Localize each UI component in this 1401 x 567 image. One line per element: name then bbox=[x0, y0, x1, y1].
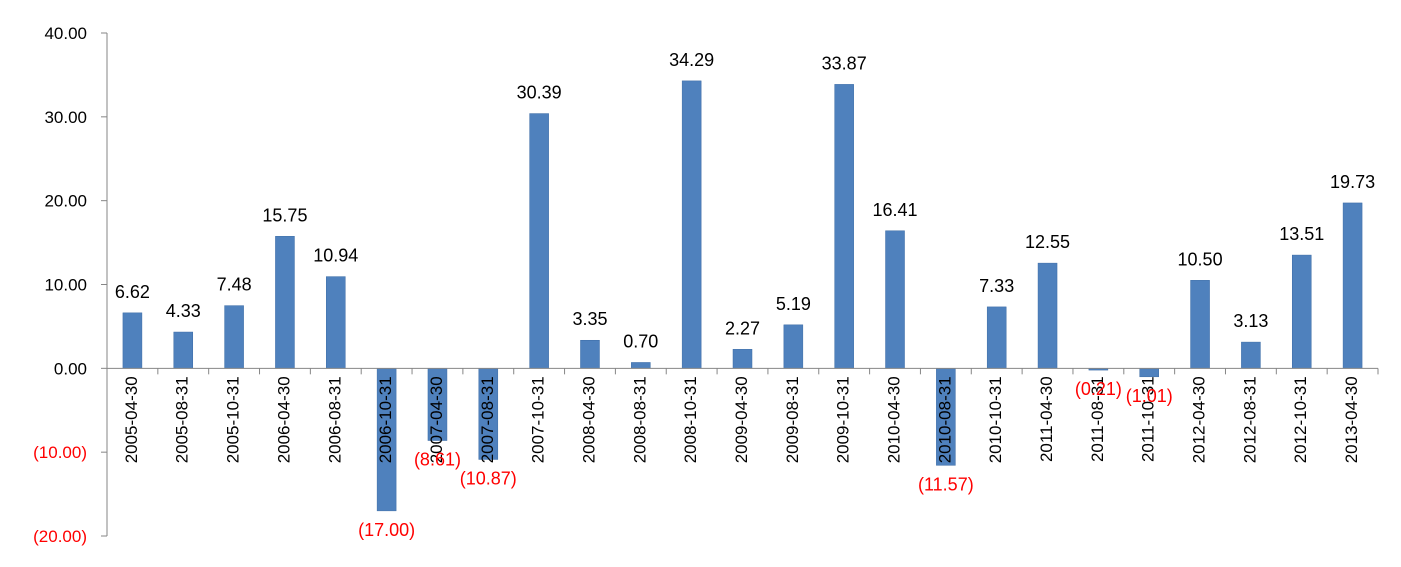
x-tick-label: 2005-04-30 bbox=[122, 376, 141, 463]
x-tick-label: 2010-08-31 bbox=[935, 376, 954, 463]
data-label: 34.29 bbox=[669, 50, 714, 70]
bar bbox=[529, 113, 549, 369]
data-label: 19.73 bbox=[1330, 172, 1375, 192]
data-label: 16.41 bbox=[872, 200, 917, 220]
bar bbox=[1139, 368, 1159, 378]
x-axis bbox=[106, 367, 1379, 375]
x-tick-label: 2011-04-30 bbox=[1037, 376, 1056, 462]
bar bbox=[783, 324, 804, 369]
x-tick-label: 2009-08-31 bbox=[783, 376, 802, 463]
bar bbox=[580, 339, 600, 369]
data-label: 33.87 bbox=[822, 53, 867, 73]
y-axis: 40.00 30.00 20.00 10.00 0.00 (10.00) (20.00) bbox=[33, 24, 108, 546]
x-tick-label: 2013-04-30 bbox=[1342, 376, 1361, 463]
y-tick-label: 20.00 bbox=[44, 192, 87, 211]
x-tick-label: 2012-04-30 bbox=[1190, 376, 1209, 463]
data-label: 6.62 bbox=[115, 282, 150, 302]
data-label: 2.27 bbox=[725, 318, 760, 338]
x-tick-label: 2012-08-31 bbox=[1240, 376, 1259, 463]
category-labels: 2005-04-30 2005-08-31 2005-10-31 2006-04-30… bbox=[122, 376, 1361, 463]
x-tick-label: 2006-08-31 bbox=[325, 376, 344, 463]
x-tick-label: 2006-04-30 bbox=[274, 376, 293, 463]
data-label: 7.33 bbox=[979, 276, 1014, 296]
data-label: 3.35 bbox=[572, 309, 607, 329]
x-tick-label: 2005-10-31 bbox=[224, 376, 243, 463]
bar bbox=[1342, 202, 1363, 369]
x-tick-label: 2010-10-31 bbox=[986, 376, 1005, 463]
bar bbox=[631, 362, 651, 369]
x-tick-label: 2011-08-31 bbox=[1088, 376, 1107, 462]
data-label: (1.01) bbox=[1126, 386, 1173, 406]
y-tick-label: 40.00 bbox=[44, 24, 87, 43]
x-tick-label: 2009-04-30 bbox=[732, 376, 751, 463]
bar bbox=[173, 331, 194, 369]
data-label: (10.87) bbox=[460, 468, 517, 488]
x-tick-label: 2006-10-31 bbox=[376, 376, 395, 463]
bar bbox=[1037, 262, 1058, 369]
y-tick-label: (20.00) bbox=[33, 527, 87, 546]
bar bbox=[224, 305, 244, 369]
x-tick-label: 2005-08-31 bbox=[173, 376, 192, 463]
data-label: 0.70 bbox=[623, 331, 658, 351]
bar bbox=[681, 80, 702, 369]
bar bbox=[1241, 341, 1261, 369]
data-labels: 6.62 4.33 7.48 15.75 10.94 (17.00) (8.61)(10.8… bbox=[115, 50, 1375, 540]
bar bbox=[1190, 280, 1210, 369]
data-label: (11.57) bbox=[918, 474, 974, 494]
bar bbox=[732, 349, 753, 369]
data-label: 15.75 bbox=[262, 205, 307, 225]
x-tick-label: 2008-10-31 bbox=[681, 376, 700, 463]
y-tick-label: 10.00 bbox=[44, 276, 87, 295]
bar bbox=[834, 84, 854, 369]
bars bbox=[122, 80, 1363, 512]
data-label: 13.51 bbox=[1279, 224, 1324, 244]
data-label: 10.94 bbox=[313, 246, 358, 266]
x-tick-label: 2008-04-30 bbox=[579, 376, 598, 463]
x-tick-label: 2007-04-30 bbox=[427, 376, 446, 463]
data-label: 3.13 bbox=[1233, 311, 1268, 331]
data-label: (8.61) bbox=[414, 450, 461, 470]
x-tick-label: 2011-10-31 bbox=[1139, 376, 1158, 462]
x-tick-label: 2007-08-31 bbox=[478, 376, 497, 463]
y-tick-label: 0.00 bbox=[54, 359, 87, 378]
data-label: 30.39 bbox=[517, 83, 562, 103]
x-tick-label: 2012-10-31 bbox=[1291, 376, 1310, 463]
data-label: 7.48 bbox=[217, 275, 252, 295]
bar bbox=[275, 236, 295, 369]
data-label: 5.19 bbox=[776, 294, 811, 314]
data-label: (0.21) bbox=[1075, 379, 1122, 399]
y-tick-label: 30.00 bbox=[44, 108, 87, 127]
bar bbox=[1291, 254, 1312, 369]
x-tick-label: 2010-04-30 bbox=[885, 376, 904, 463]
x-tick-label: 2008-08-31 bbox=[630, 376, 649, 463]
data-label: 10.50 bbox=[1178, 249, 1223, 269]
bar bbox=[885, 230, 905, 369]
x-tick-label: 2007-10-31 bbox=[529, 376, 548, 463]
bar bbox=[326, 276, 346, 369]
data-label: 12.55 bbox=[1025, 232, 1070, 252]
data-label: (17.00) bbox=[358, 520, 415, 540]
bar bbox=[122, 312, 143, 369]
y-tick-label: (10.00) bbox=[33, 443, 87, 462]
bar bbox=[986, 306, 1007, 369]
x-tick-label: 2009-10-31 bbox=[834, 376, 853, 463]
data-label: 4.33 bbox=[166, 301, 201, 321]
